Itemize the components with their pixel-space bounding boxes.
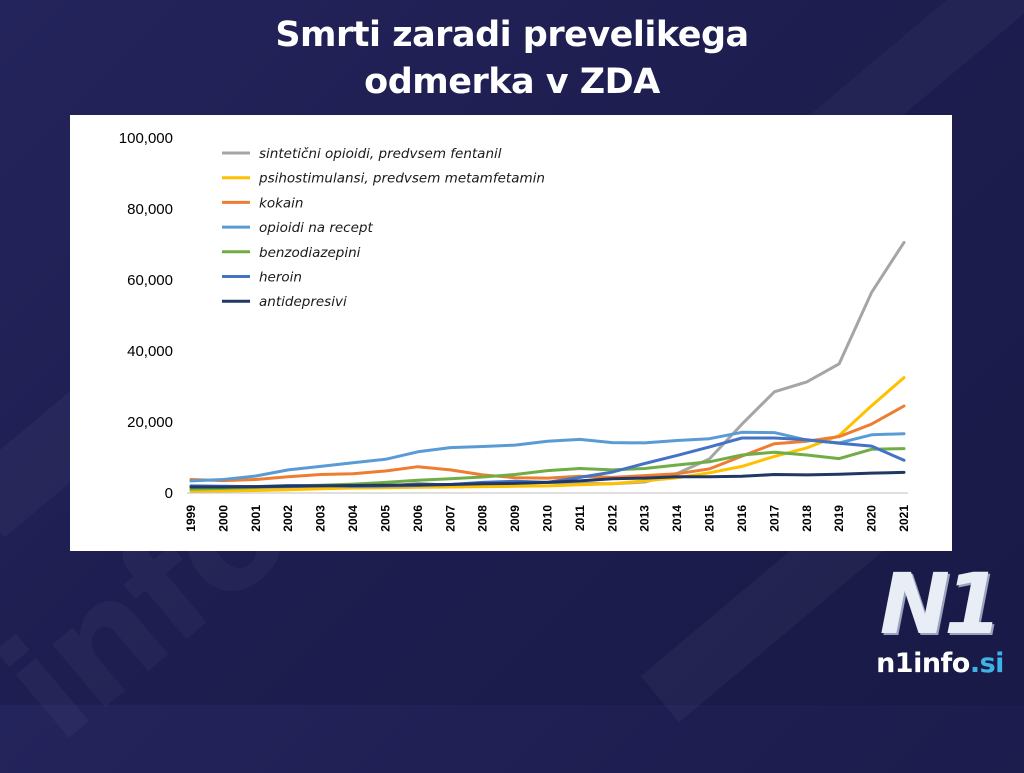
logo-site-tld: .si xyxy=(969,648,1005,679)
legend-label: benzodiazepini xyxy=(259,245,361,261)
n1info-logo: N1 n1info.si xyxy=(868,560,1008,685)
y-tick-label: 80,000 xyxy=(127,201,173,218)
x-axis-ticks: 1999 2000 2001 2002 2003 2004 2005 2006 2007 2008… xyxy=(184,505,911,532)
y-axis-ticks: 0 20,000 40,000 60,000 80,000 100,000 xyxy=(119,130,173,502)
x-tick-label: 2003 xyxy=(314,505,328,532)
series-line xyxy=(189,430,906,483)
x-tick-label: 2008 xyxy=(476,505,490,532)
x-tick-label: 2017 xyxy=(767,505,781,532)
logo-site-main: n1info xyxy=(876,648,970,679)
y-tick-label: 20,000 xyxy=(127,414,173,431)
title-line-1: Smrti zaradi prevelikega xyxy=(275,15,749,55)
series-lines xyxy=(189,240,906,493)
line-chart: 0 20,000 40,000 60,000 80,000 100,000 1999 200… xyxy=(119,130,911,532)
legend-label: opioidi na recept xyxy=(259,220,373,236)
logo-site-name: n1info.si xyxy=(872,648,1008,679)
series-line xyxy=(189,470,906,489)
chart-panel: 0 20,000 40,000 60,000 80,000 100,000 1999 200… xyxy=(70,115,952,551)
y-tick-label: 40,000 xyxy=(127,343,173,360)
x-tick-label: 2006 xyxy=(411,505,425,532)
title-line-2: odmerka v ZDA xyxy=(364,62,660,102)
x-tick-label: 2020 xyxy=(865,505,879,532)
legend-label: heroin xyxy=(259,270,302,286)
x-tick-label: 2004 xyxy=(346,505,360,532)
x-tick-label: 2013 xyxy=(638,505,652,532)
legend-label: antidepresivi xyxy=(259,294,347,310)
x-tick-label: 2007 xyxy=(443,505,457,532)
x-tick-label: 2001 xyxy=(249,505,263,532)
x-tick-label: 2011 xyxy=(573,505,587,531)
legend-label: kokain xyxy=(259,195,303,211)
x-tick-label: 2018 xyxy=(800,505,814,532)
legend-label: sintetični opioidi, predvsem fentanil xyxy=(259,146,502,162)
x-tick-label: 2014 xyxy=(670,505,684,532)
x-tick-label: 2002 xyxy=(281,505,295,532)
y-tick-label: 60,000 xyxy=(127,272,173,289)
legend-label: psihostimulansi, predvsem metamfetamin xyxy=(258,171,545,187)
page-title: Smrti zaradi prevelikega odmerka v ZDA xyxy=(0,12,1024,106)
x-tick-label: 2019 xyxy=(832,505,846,532)
series-line xyxy=(189,404,906,483)
x-tick-label: 1999 xyxy=(184,505,198,532)
x-tick-label: 2005 xyxy=(378,505,392,532)
x-tick-label: 2010 xyxy=(541,505,555,532)
chart-legend: sintetični opioidi, predvsem fentanil psi… xyxy=(222,146,545,310)
x-tick-label: 2012 xyxy=(605,505,619,532)
logo-mark: N1 xyxy=(879,555,1003,653)
x-tick-label: 2009 xyxy=(508,505,522,532)
y-tick-label: 0 xyxy=(165,485,173,502)
y-tick-label: 100,000 xyxy=(119,130,173,147)
x-tick-label: 2015 xyxy=(703,505,717,532)
x-tick-label: 2000 xyxy=(216,505,230,532)
x-tick-label: 2016 xyxy=(735,505,749,532)
x-tick-label: 2021 xyxy=(897,505,911,532)
